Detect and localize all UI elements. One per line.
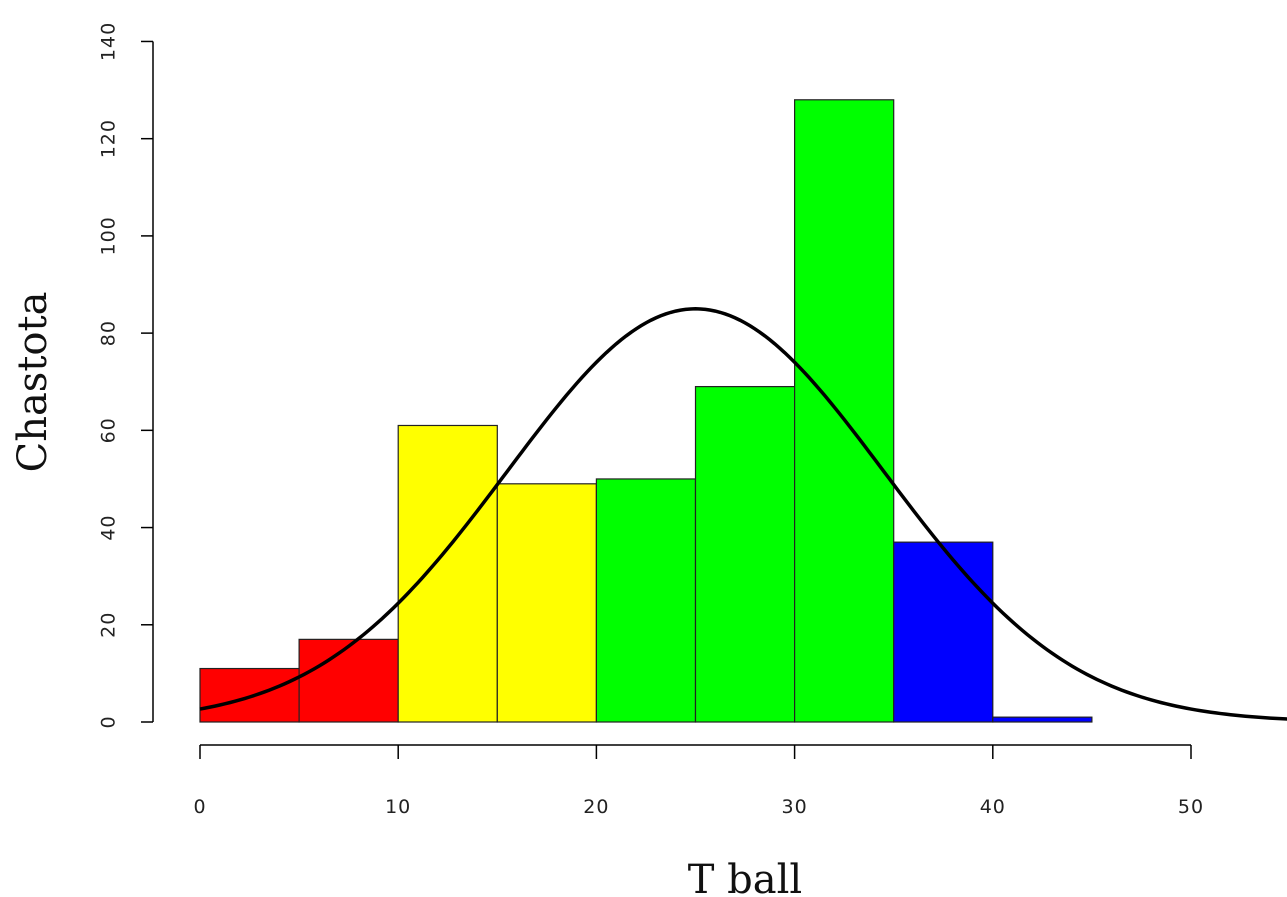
normal-density-curve [199, 307, 1287, 721]
x-axis: 0 10 20 30 40 50 [193, 744, 1204, 818]
histogram-bars [199, 99, 1093, 723]
y-axis: 0 20 40 60 80 100 120 140 [98, 22, 154, 729]
y-tick-label: 120 [98, 119, 120, 158]
histogram-bar-7 [793, 99, 895, 723]
y-tick-label: 60 [98, 417, 120, 443]
x-tick-label: 40 [980, 796, 1006, 818]
x-tick-label: 10 [385, 796, 411, 818]
histogram-bar-2 [298, 638, 399, 723]
x-tick-label: 20 [583, 796, 609, 818]
histogram-bar-9 [992, 716, 1093, 723]
y-axis-title: Chastota [10, 292, 56, 473]
x-tick-label: 30 [782, 796, 808, 818]
y-tick-label: 140 [98, 22, 120, 61]
y-tick-label: 0 [98, 715, 120, 728]
x-tick-label: 50 [1178, 796, 1204, 818]
histogram-bar-4 [496, 483, 597, 723]
histogram-bar-3 [397, 424, 498, 723]
x-tick-label: 0 [193, 796, 206, 818]
y-tick-label: 100 [98, 216, 120, 255]
y-tick-label: 40 [98, 514, 120, 540]
y-tick-label: 20 [98, 612, 120, 638]
y-tick-label: 80 [98, 320, 120, 346]
histogram-bar-6 [694, 385, 796, 723]
histogram-bar-5 [595, 478, 697, 723]
x-axis-title: T ball [688, 857, 802, 897]
histogram-bar-8 [893, 541, 994, 723]
